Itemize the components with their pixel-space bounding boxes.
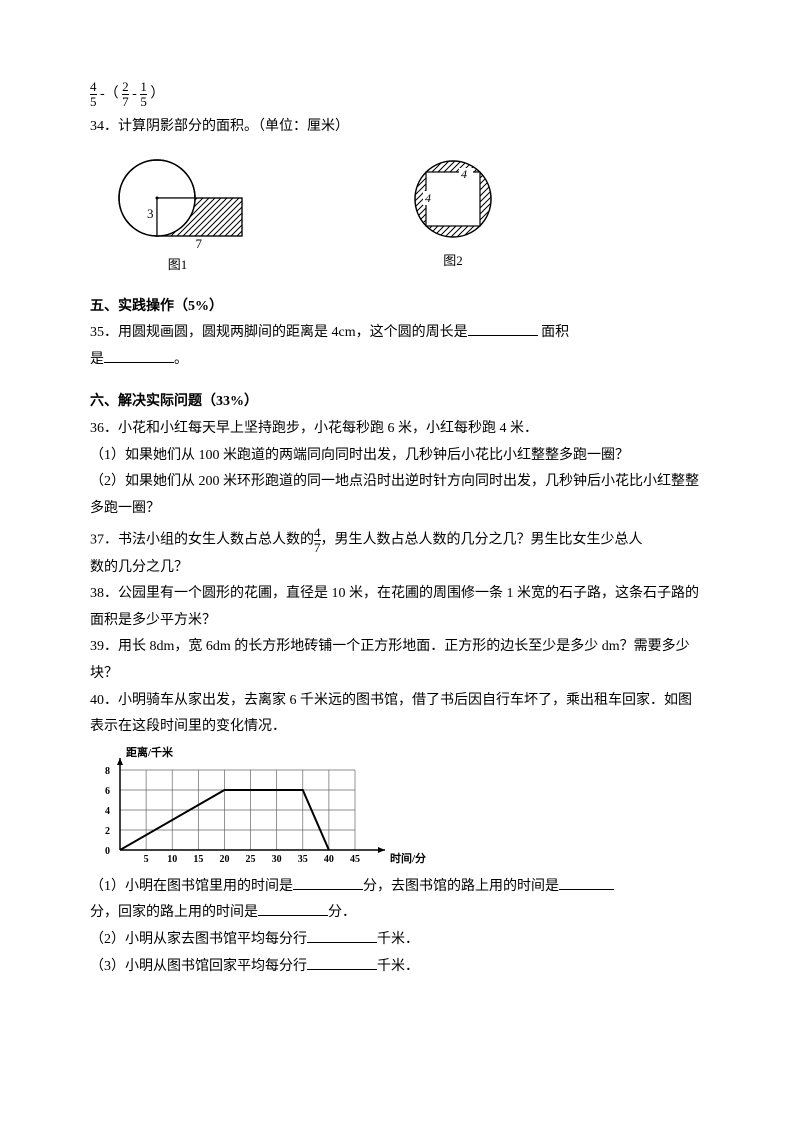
svg-text:20: 20 <box>219 854 229 865</box>
frac-1: 4 5 <box>90 80 97 108</box>
svg-text:4: 4 <box>425 191 431 205</box>
q40-1a: （1）小明在图书馆里用的时间是 <box>90 879 293 894</box>
q37-b: ，男生人数占总人数的几分之几？男生比女生少总人 <box>321 533 643 548</box>
q40-3: （3）小明从图书馆回家平均每分行 千米． <box>90 954 703 981</box>
svg-text:10: 10 <box>167 854 177 865</box>
figure-1-label: 图1 <box>100 253 255 278</box>
q40-1-blank2 <box>559 876 614 890</box>
q40-1d: 分． <box>328 905 356 920</box>
q40-1-blank3 <box>258 902 328 916</box>
q35-part-b: 面积 <box>541 325 569 340</box>
svg-text:8: 8 <box>105 766 110 777</box>
q36: 36．小花和小红每天早上坚持跑步，小花每秒跑 6 米，小红每秒跑 4 米． <box>90 416 703 443</box>
q40-3a: （3）小明从图书馆回家平均每分行 <box>90 959 307 974</box>
svg-text:45: 45 <box>350 854 360 865</box>
figure-2-label: 图2 <box>405 249 501 274</box>
q40-2-blank <box>307 929 377 943</box>
q40-2b: 千米． <box>377 932 419 947</box>
svg-text:35: 35 <box>298 854 308 865</box>
svg-text:4: 4 <box>105 806 110 817</box>
svg-text:40: 40 <box>324 854 334 865</box>
section-6-title: 六、解决实际问题（33%） <box>90 389 703 416</box>
svg-text:25: 25 <box>246 854 256 865</box>
q40-3b: 千米． <box>377 959 419 974</box>
svg-text:4: 4 <box>461 167 467 181</box>
svg-text:7: 7 <box>196 236 203 251</box>
svg-text:5: 5 <box>144 854 149 865</box>
frac-3: 1 5 <box>140 80 147 108</box>
svg-text:30: 30 <box>272 854 282 865</box>
q40: 40．小明骑车从家出发，去离家 6 千米远的图书馆，借了书后因自行车坏了，乘出租… <box>90 688 703 741</box>
minus-1: -（ <box>100 86 119 101</box>
paren-close: ） <box>150 86 164 101</box>
svg-text:时间/分: 时间/分 <box>390 851 426 865</box>
svg-text:15: 15 <box>193 854 203 865</box>
svg-text:3: 3 <box>147 206 154 221</box>
q40-1-blank1 <box>293 876 363 890</box>
q40-1b: 分，去图书馆的路上用的时间是 <box>363 879 559 894</box>
q39: 39．用长 8dm，宽 6dm 的长方形地砖铺一个正方形地面．正方形的边长至少是… <box>90 634 703 687</box>
figure-1: 37 <box>100 151 255 251</box>
q36-1: （1）如果她们从 100 米跑道的两端同向同时出发，几秒钟后小花比小红整整多跑一… <box>90 443 703 470</box>
q38: 38．公园里有一个圆形的花圃，直径是 10 米，在花圃的周围修一条 1 米宽的石… <box>90 581 703 634</box>
svg-text:2: 2 <box>105 826 110 837</box>
q40-2: （2）小明从家去图书馆平均每分行 千米． <box>90 927 703 954</box>
q36-2: （2）如果她们从 200 米环形跑道的同一地点沿时出逆时针方向同时出发，几秒钟后… <box>90 469 703 522</box>
figure-2-wrap: 44 图2 <box>405 151 501 278</box>
q40-chart: 0 2 4 6 8 5 10 15 20 25 30 35 40 45 距离/千米时间/分 <box>90 745 435 870</box>
minus-2: - <box>132 86 140 101</box>
figure-2: 44 <box>405 151 501 247</box>
svg-text:0: 0 <box>105 846 110 857</box>
q35-part-a: 35．用圆规画圆，圆规两脚间的距离是 4cm，这个圆的周长是 <box>90 325 468 340</box>
q35-blank-1 <box>468 322 538 336</box>
q35-line: 35．用圆规画圆，圆规两脚间的距离是 4cm，这个圆的周长是 面积 是 。 <box>90 320 703 373</box>
figure-1-wrap: 37 图1 <box>100 151 255 278</box>
svg-text:距离/千米: 距离/千米 <box>126 745 174 759</box>
q37-line2: 数的几分之几？ <box>90 555 703 582</box>
q40-chart-wrap: 0 2 4 6 8 5 10 15 20 25 30 35 40 45 距离/千米时间/分 <box>90 745 703 870</box>
q37-a: 37．书法小组的女生人数占总人数的 <box>90 533 314 548</box>
q40-1: （1）小明在图书馆里用的时间是 分，去图书馆的路上用的时间是 分，回家的路上用的时… <box>90 874 703 927</box>
section-5-title: 五、实践操作（5%） <box>90 294 703 321</box>
q40-1c: 分，回家的路上用的时间是 <box>90 905 258 920</box>
frac-2: 2 7 <box>122 80 129 108</box>
svg-text:6: 6 <box>105 786 110 797</box>
q40-3-blank <box>307 956 377 970</box>
q35-part-d: 。 <box>174 352 188 367</box>
q35-part-c: 是 <box>90 352 104 367</box>
q40-2a: （2）小明从家去图书馆平均每分行 <box>90 932 307 947</box>
q37-line1: 37．书法小组的女生人数占总人数的47，男生人数占总人数的几分之几？男生比女生少… <box>90 526 703 554</box>
q34-text: 34．计算阴影部分的面积。（单位：厘米） <box>90 114 703 141</box>
q35-blank-2 <box>104 349 174 363</box>
q33-expression: 4 5 -（ 2 7 - 1 5 ） <box>90 80 703 108</box>
